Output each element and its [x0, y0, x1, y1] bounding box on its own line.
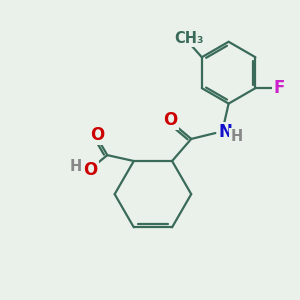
Text: O: O — [90, 126, 104, 144]
Text: H: H — [230, 129, 243, 144]
Text: F: F — [274, 79, 285, 97]
Text: CH₃: CH₃ — [174, 31, 203, 46]
Text: N: N — [219, 123, 233, 141]
Text: O: O — [83, 161, 98, 179]
Text: O: O — [164, 111, 178, 129]
Text: H: H — [70, 159, 82, 174]
